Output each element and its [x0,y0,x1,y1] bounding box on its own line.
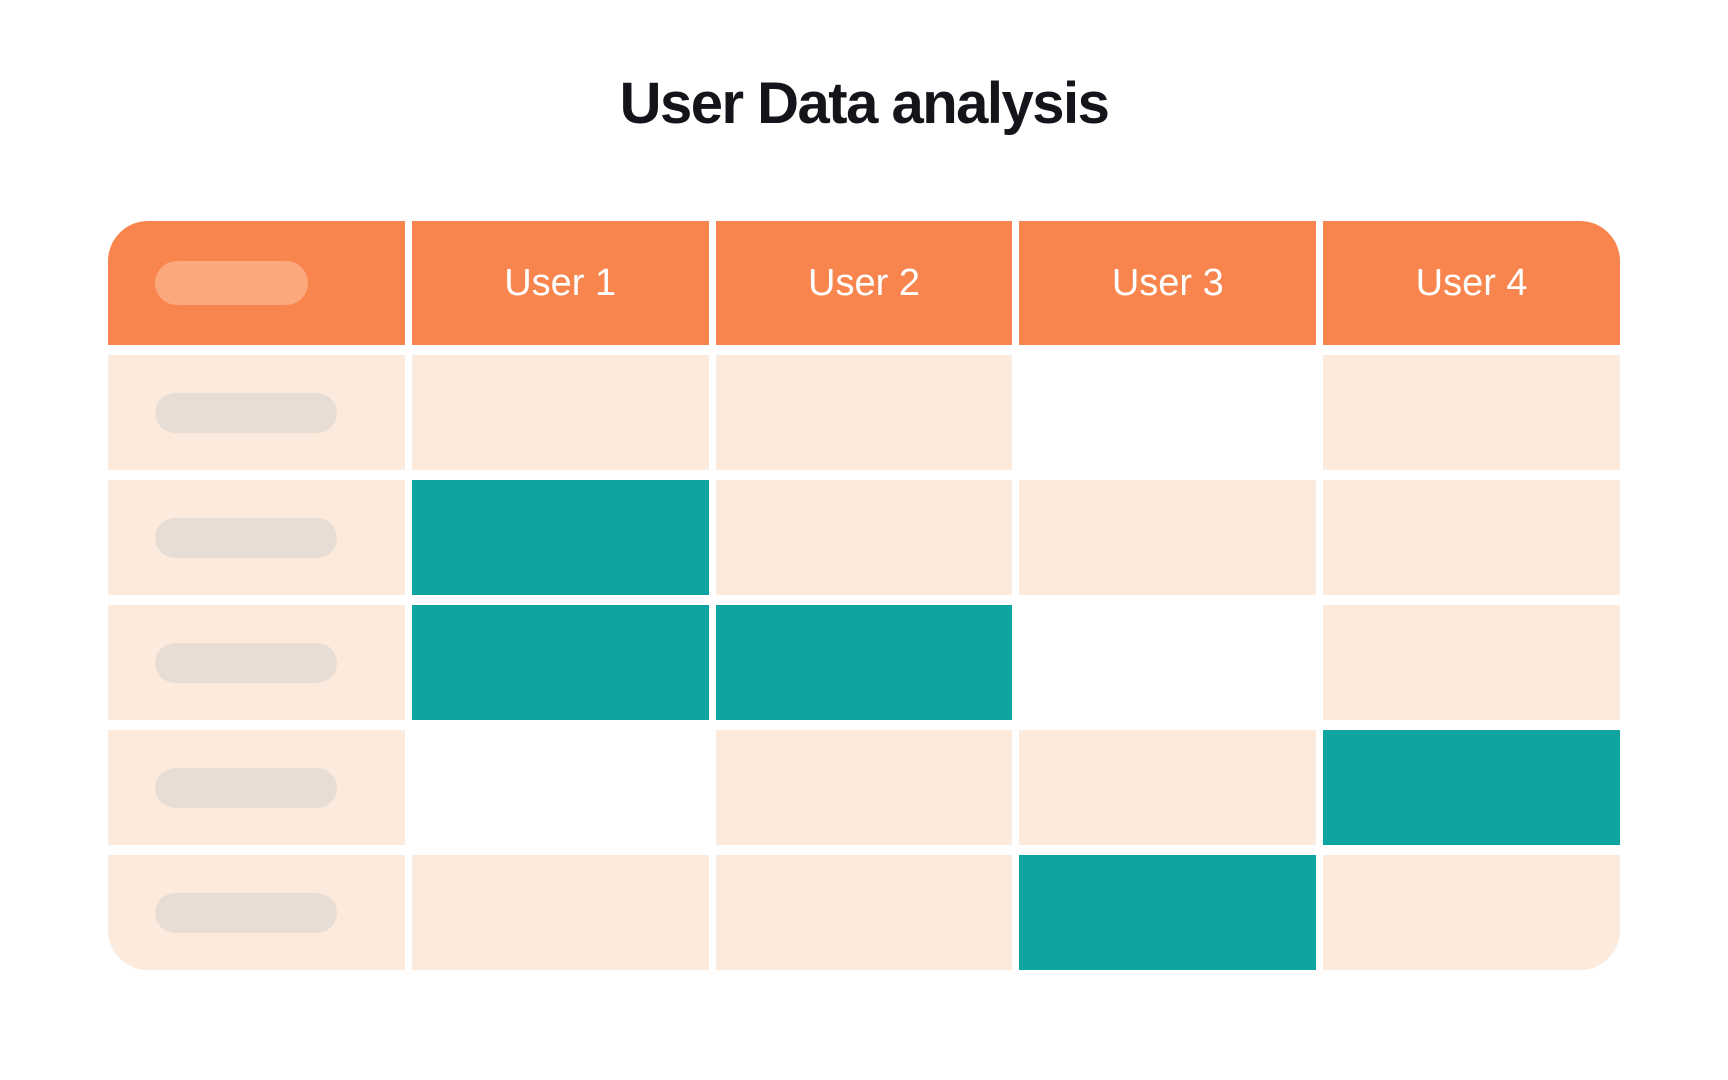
cell-r3-user-3[interactable] [1019,605,1316,720]
cell-r5-user-4[interactable] [1323,855,1620,970]
cell-r4-user-1[interactable] [412,730,709,845]
header-cell-user-2[interactable]: User 2 [715,221,1013,345]
header-label-user-4: User 4 [1415,261,1528,304]
cell-r1-user-4[interactable] [1323,355,1620,470]
cell-r2-user-1[interactable] [411,480,709,595]
row-label-placeholder-pill [155,767,337,808]
cell-r4-user-2[interactable] [715,730,1013,845]
row-label-placeholder-pill [155,392,337,433]
cell-r4-user-4[interactable] [1323,730,1620,845]
row-label-cell-3 [108,605,405,720]
cell-r5-user-3[interactable] [1019,855,1317,970]
cell-r3-user-1[interactable] [411,605,709,720]
header-label-user-2: User 2 [808,261,920,304]
row-label-cell-2 [108,480,405,595]
cell-r5-user-2[interactable] [715,855,1013,970]
header-placeholder-cell [108,221,405,345]
page-title: User Data analysis [619,71,1110,136]
header-cell-user-3[interactable]: User 3 [1019,221,1317,345]
cell-r3-user-2[interactable] [715,605,1013,720]
row-label-cell-1 [108,355,405,470]
row-label-placeholder-pill [155,642,337,683]
column-label-placeholder-pill [155,261,308,305]
header-cell-user-4[interactable]: User 4 [1323,221,1620,345]
row-label-placeholder-pill [155,892,337,933]
row-label-placeholder-pill [155,517,337,558]
cell-r1-user-1[interactable] [411,355,709,470]
cell-r2-user-2[interactable] [715,480,1013,595]
cell-r2-user-3[interactable] [1019,480,1317,595]
header-cell-user-1[interactable]: User 1 [411,221,709,345]
cell-r4-user-3[interactable] [1019,730,1317,845]
cell-r2-user-4[interactable] [1323,480,1620,595]
table-grid: User 1 User 2 User 3 User 4 [108,221,1620,970]
cell-r5-user-1[interactable] [411,855,709,970]
cell-r1-user-3[interactable] [1019,355,1316,470]
header-label-user-1: User 1 [504,261,617,304]
cell-r3-user-4[interactable] [1323,605,1620,720]
cell-r1-user-2[interactable] [715,355,1013,470]
user-data-table: User 1 User 2 User 3 User 4 [108,221,1620,970]
row-label-cell-4 [108,730,405,845]
row-label-cell-5 [108,855,405,970]
header-label-user-3: User 3 [1111,261,1224,304]
